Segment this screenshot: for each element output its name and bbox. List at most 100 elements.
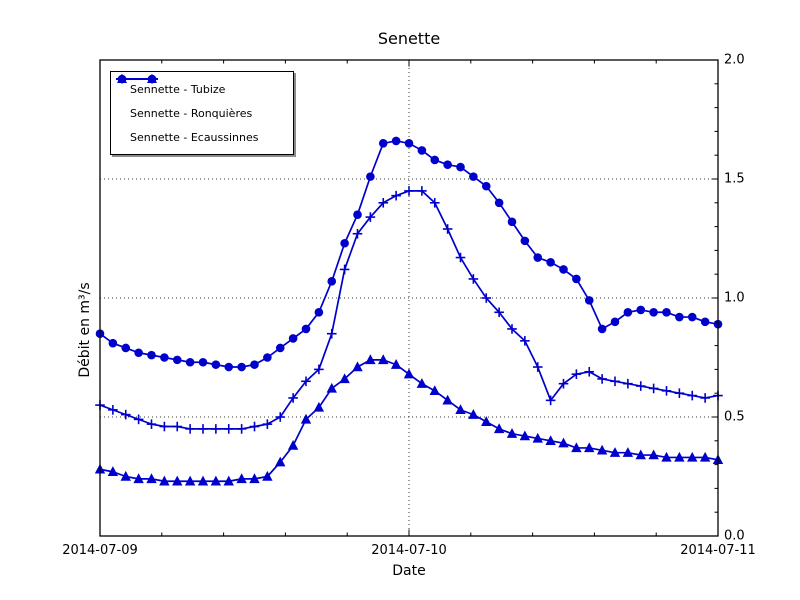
triangle-marker bbox=[455, 404, 466, 415]
circle-marker bbox=[263, 353, 272, 362]
triangle-marker bbox=[532, 432, 543, 443]
triangle-marker bbox=[390, 359, 402, 369]
triangle-marker bbox=[120, 470, 131, 481]
circle-marker bbox=[687, 312, 697, 322]
triangle-marker bbox=[146, 473, 157, 484]
triangle-marker bbox=[184, 475, 196, 486]
triangle-marker bbox=[442, 394, 453, 405]
circle-marker bbox=[121, 343, 131, 353]
circle-marker bbox=[546, 258, 555, 267]
triangle-marker bbox=[378, 354, 389, 365]
circle-marker bbox=[520, 236, 530, 246]
circle-marker bbox=[443, 160, 452, 170]
triangle-marker bbox=[326, 382, 337, 393]
circle-marker bbox=[147, 350, 156, 360]
circle-marker bbox=[675, 312, 684, 322]
triangle-marker bbox=[300, 413, 312, 424]
circle-marker bbox=[314, 307, 324, 317]
triangle-marker bbox=[416, 378, 428, 388]
series-line bbox=[99, 140, 719, 368]
circle-marker bbox=[250, 360, 259, 369]
triangle-marker bbox=[699, 451, 711, 462]
circle-marker bbox=[481, 181, 491, 191]
triangle-marker bbox=[287, 439, 299, 450]
triangle-marker bbox=[493, 423, 505, 434]
circle-marker bbox=[623, 307, 633, 317]
circle-marker bbox=[134, 348, 143, 358]
triangle-marker bbox=[236, 473, 247, 484]
circle-marker bbox=[430, 155, 440, 165]
y-axis-label: Débit en m³/s bbox=[77, 282, 93, 378]
triangle-marker bbox=[609, 447, 621, 457]
triangle-marker bbox=[584, 442, 595, 453]
triangle-marker bbox=[596, 444, 608, 455]
triangle-marker bbox=[275, 456, 286, 467]
circle-marker bbox=[340, 238, 349, 248]
circle-marker bbox=[417, 146, 427, 155]
circle-marker bbox=[469, 172, 478, 181]
triangle-marker bbox=[210, 475, 222, 486]
triangle-marker bbox=[622, 447, 634, 457]
circle-marker bbox=[507, 217, 517, 227]
x-axis-label: Date bbox=[392, 563, 426, 579]
triangle-marker bbox=[197, 475, 209, 486]
circle-marker bbox=[391, 136, 401, 146]
circle-marker bbox=[301, 324, 311, 334]
triangle-marker bbox=[429, 385, 440, 396]
triangle-marker bbox=[133, 473, 144, 484]
triangle-marker bbox=[661, 451, 672, 462]
triangle-marker bbox=[365, 354, 376, 365]
x-tick-label: 2014-07-11 bbox=[680, 543, 756, 558]
circle-marker bbox=[198, 357, 208, 367]
legend-item-label: Sennette - Ronquières bbox=[130, 106, 253, 120]
triangle-marker bbox=[403, 368, 415, 379]
circle-marker bbox=[353, 210, 362, 219]
circle-marker bbox=[275, 343, 285, 353]
legend-item-label: Sennette - Ecaussinnes bbox=[130, 130, 259, 144]
circle-marker bbox=[559, 265, 568, 274]
legend-item: Sennette - Ecaussinnes bbox=[116, 74, 285, 149]
circle-marker bbox=[224, 362, 234, 372]
x-tick-label: 2014-07-10 bbox=[371, 543, 447, 558]
legend-item-label: Sennette - Tubize bbox=[130, 82, 226, 96]
triangle-marker bbox=[687, 451, 698, 462]
triangle-marker bbox=[648, 449, 659, 460]
triangle-marker bbox=[249, 473, 260, 484]
circle-marker bbox=[636, 305, 646, 315]
y-tick-label: 0.5 bbox=[724, 409, 745, 425]
circle-marker bbox=[366, 172, 375, 181]
circle-marker bbox=[185, 357, 195, 367]
legend-triangle-icon bbox=[116, 74, 158, 83]
x-tick-label: 2014-07-09 bbox=[62, 543, 138, 558]
triangle-marker bbox=[159, 475, 170, 486]
triangle-marker bbox=[545, 435, 556, 445]
y-tick-label: 1.5 bbox=[724, 171, 745, 187]
circle-marker bbox=[172, 355, 182, 365]
triangle-marker bbox=[481, 416, 492, 426]
triangle-marker bbox=[558, 437, 569, 448]
circle-marker bbox=[237, 362, 246, 372]
triangle-marker bbox=[172, 475, 183, 486]
circle-marker bbox=[288, 334, 298, 343]
y-tick-label: 2.0 bbox=[724, 52, 745, 68]
legend-item: Sennette - Ronquières bbox=[116, 74, 285, 125]
triangle-marker bbox=[468, 409, 479, 419]
triangle-marker bbox=[674, 451, 685, 462]
circle-marker bbox=[662, 307, 671, 317]
chart-title: Senette bbox=[377, 29, 441, 48]
circle-marker bbox=[404, 139, 414, 148]
circle-marker bbox=[572, 274, 581, 284]
circle-marker bbox=[700, 317, 710, 327]
y-tick-label: 1.0 bbox=[724, 290, 745, 306]
triangle-marker bbox=[223, 475, 234, 486]
triangle-marker bbox=[262, 470, 273, 481]
y-tick-label: 0.0 bbox=[724, 528, 745, 544]
circle-marker bbox=[378, 139, 388, 148]
triangle-marker bbox=[519, 430, 531, 441]
legend: Sennette - Tubize Sennette - Ronquières Se… bbox=[110, 71, 294, 155]
triangle-marker bbox=[506, 428, 518, 438]
circle-marker bbox=[211, 360, 221, 369]
circle-marker bbox=[160, 353, 169, 362]
